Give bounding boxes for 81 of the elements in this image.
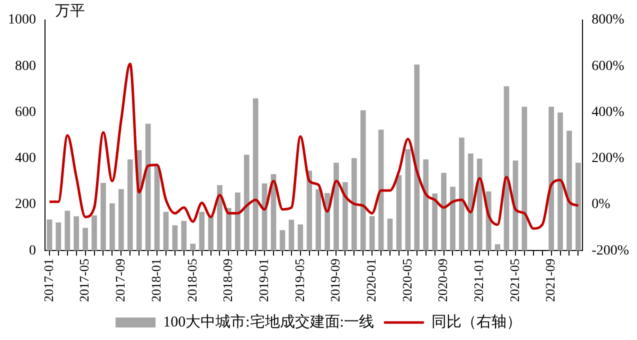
bar [298, 224, 304, 251]
bar [82, 228, 88, 251]
x-tick-label: 2020-09 [435, 258, 450, 302]
x-tick-label: 2021-01 [471, 258, 486, 302]
y2-tick-label: 600% [592, 58, 625, 74]
bar [288, 220, 294, 251]
y-tick-label: 800 [15, 58, 36, 74]
bar [56, 222, 62, 251]
bar [450, 186, 456, 251]
bar [64, 210, 70, 251]
y2-tick-label: 400% [592, 104, 625, 120]
x-tick-label: 2018-09 [220, 258, 236, 302]
bar [217, 185, 222, 251]
y-tick-label: 0 [29, 243, 36, 258]
bar [369, 216, 375, 251]
bar [432, 193, 438, 251]
y-axis-title: 万平 [55, 3, 85, 20]
bar [378, 130, 384, 251]
y-tick-label: 600 [15, 104, 36, 120]
bar [226, 208, 232, 251]
x-tick-label: 2021-05 [506, 258, 522, 302]
bar [576, 162, 581, 251]
y2-tick-label: 200% [592, 151, 625, 166]
bar [46, 220, 52, 251]
x-tick-label: 2019-05 [292, 258, 307, 302]
y2-tick-label: 800% [592, 12, 625, 28]
bar [163, 212, 169, 251]
bar [172, 225, 178, 251]
bar [459, 138, 464, 251]
bar [566, 130, 572, 251]
x-tick-label: 2021-09 [542, 258, 558, 302]
bar [396, 175, 402, 251]
bar [199, 212, 205, 251]
x-tick-label: 2020-05 [399, 258, 414, 302]
bar [468, 154, 474, 251]
bar [306, 170, 312, 251]
bar [190, 244, 196, 251]
bar [423, 159, 429, 251]
bar [234, 192, 240, 251]
x-tick-label: 2019-01 [256, 258, 271, 302]
bar [441, 172, 446, 251]
bar [342, 182, 348, 251]
legend-label: 同比（右轴） [431, 313, 522, 330]
bar [100, 182, 106, 251]
y-tick-label: 200 [15, 197, 36, 212]
bar [181, 220, 187, 251]
bar [280, 230, 286, 251]
bar [316, 189, 322, 251]
bar [252, 98, 258, 251]
bar [476, 158, 482, 251]
y-tick-label: 400 [15, 151, 36, 166]
x-tick-label: 2017-05 [76, 258, 92, 302]
bar [244, 154, 250, 251]
x-tick-label: 2018-01 [148, 258, 164, 302]
bar [414, 64, 420, 251]
x-tick-label: 2017-01 [40, 258, 56, 302]
bar [351, 158, 357, 251]
bar [208, 216, 214, 251]
bar [387, 218, 393, 251]
legend-label: 100大中城市:宅地成交建面:一线 [163, 313, 374, 330]
bar [548, 106, 554, 251]
y2-tick-label: -200% [592, 243, 630, 258]
x-tick-label: 2019-09 [328, 258, 343, 302]
x-tick-label: 2017-09 [112, 258, 128, 302]
y2-tick-label: 0% [592, 197, 611, 212]
bar [154, 165, 160, 251]
bar [522, 106, 528, 251]
x-tick-label: 2018-05 [184, 258, 200, 302]
x-tick-label: 2020-01 [364, 258, 379, 302]
bar [494, 244, 500, 251]
bar [558, 112, 563, 251]
bar [92, 215, 97, 251]
y-tick-label: 1000 [8, 12, 36, 28]
bar [127, 159, 133, 251]
bar [360, 110, 366, 251]
bar [110, 203, 115, 251]
bar [405, 149, 411, 251]
bar [334, 162, 339, 251]
bar [118, 189, 124, 251]
line-series [48, 62, 580, 230]
bar [74, 216, 80, 251]
